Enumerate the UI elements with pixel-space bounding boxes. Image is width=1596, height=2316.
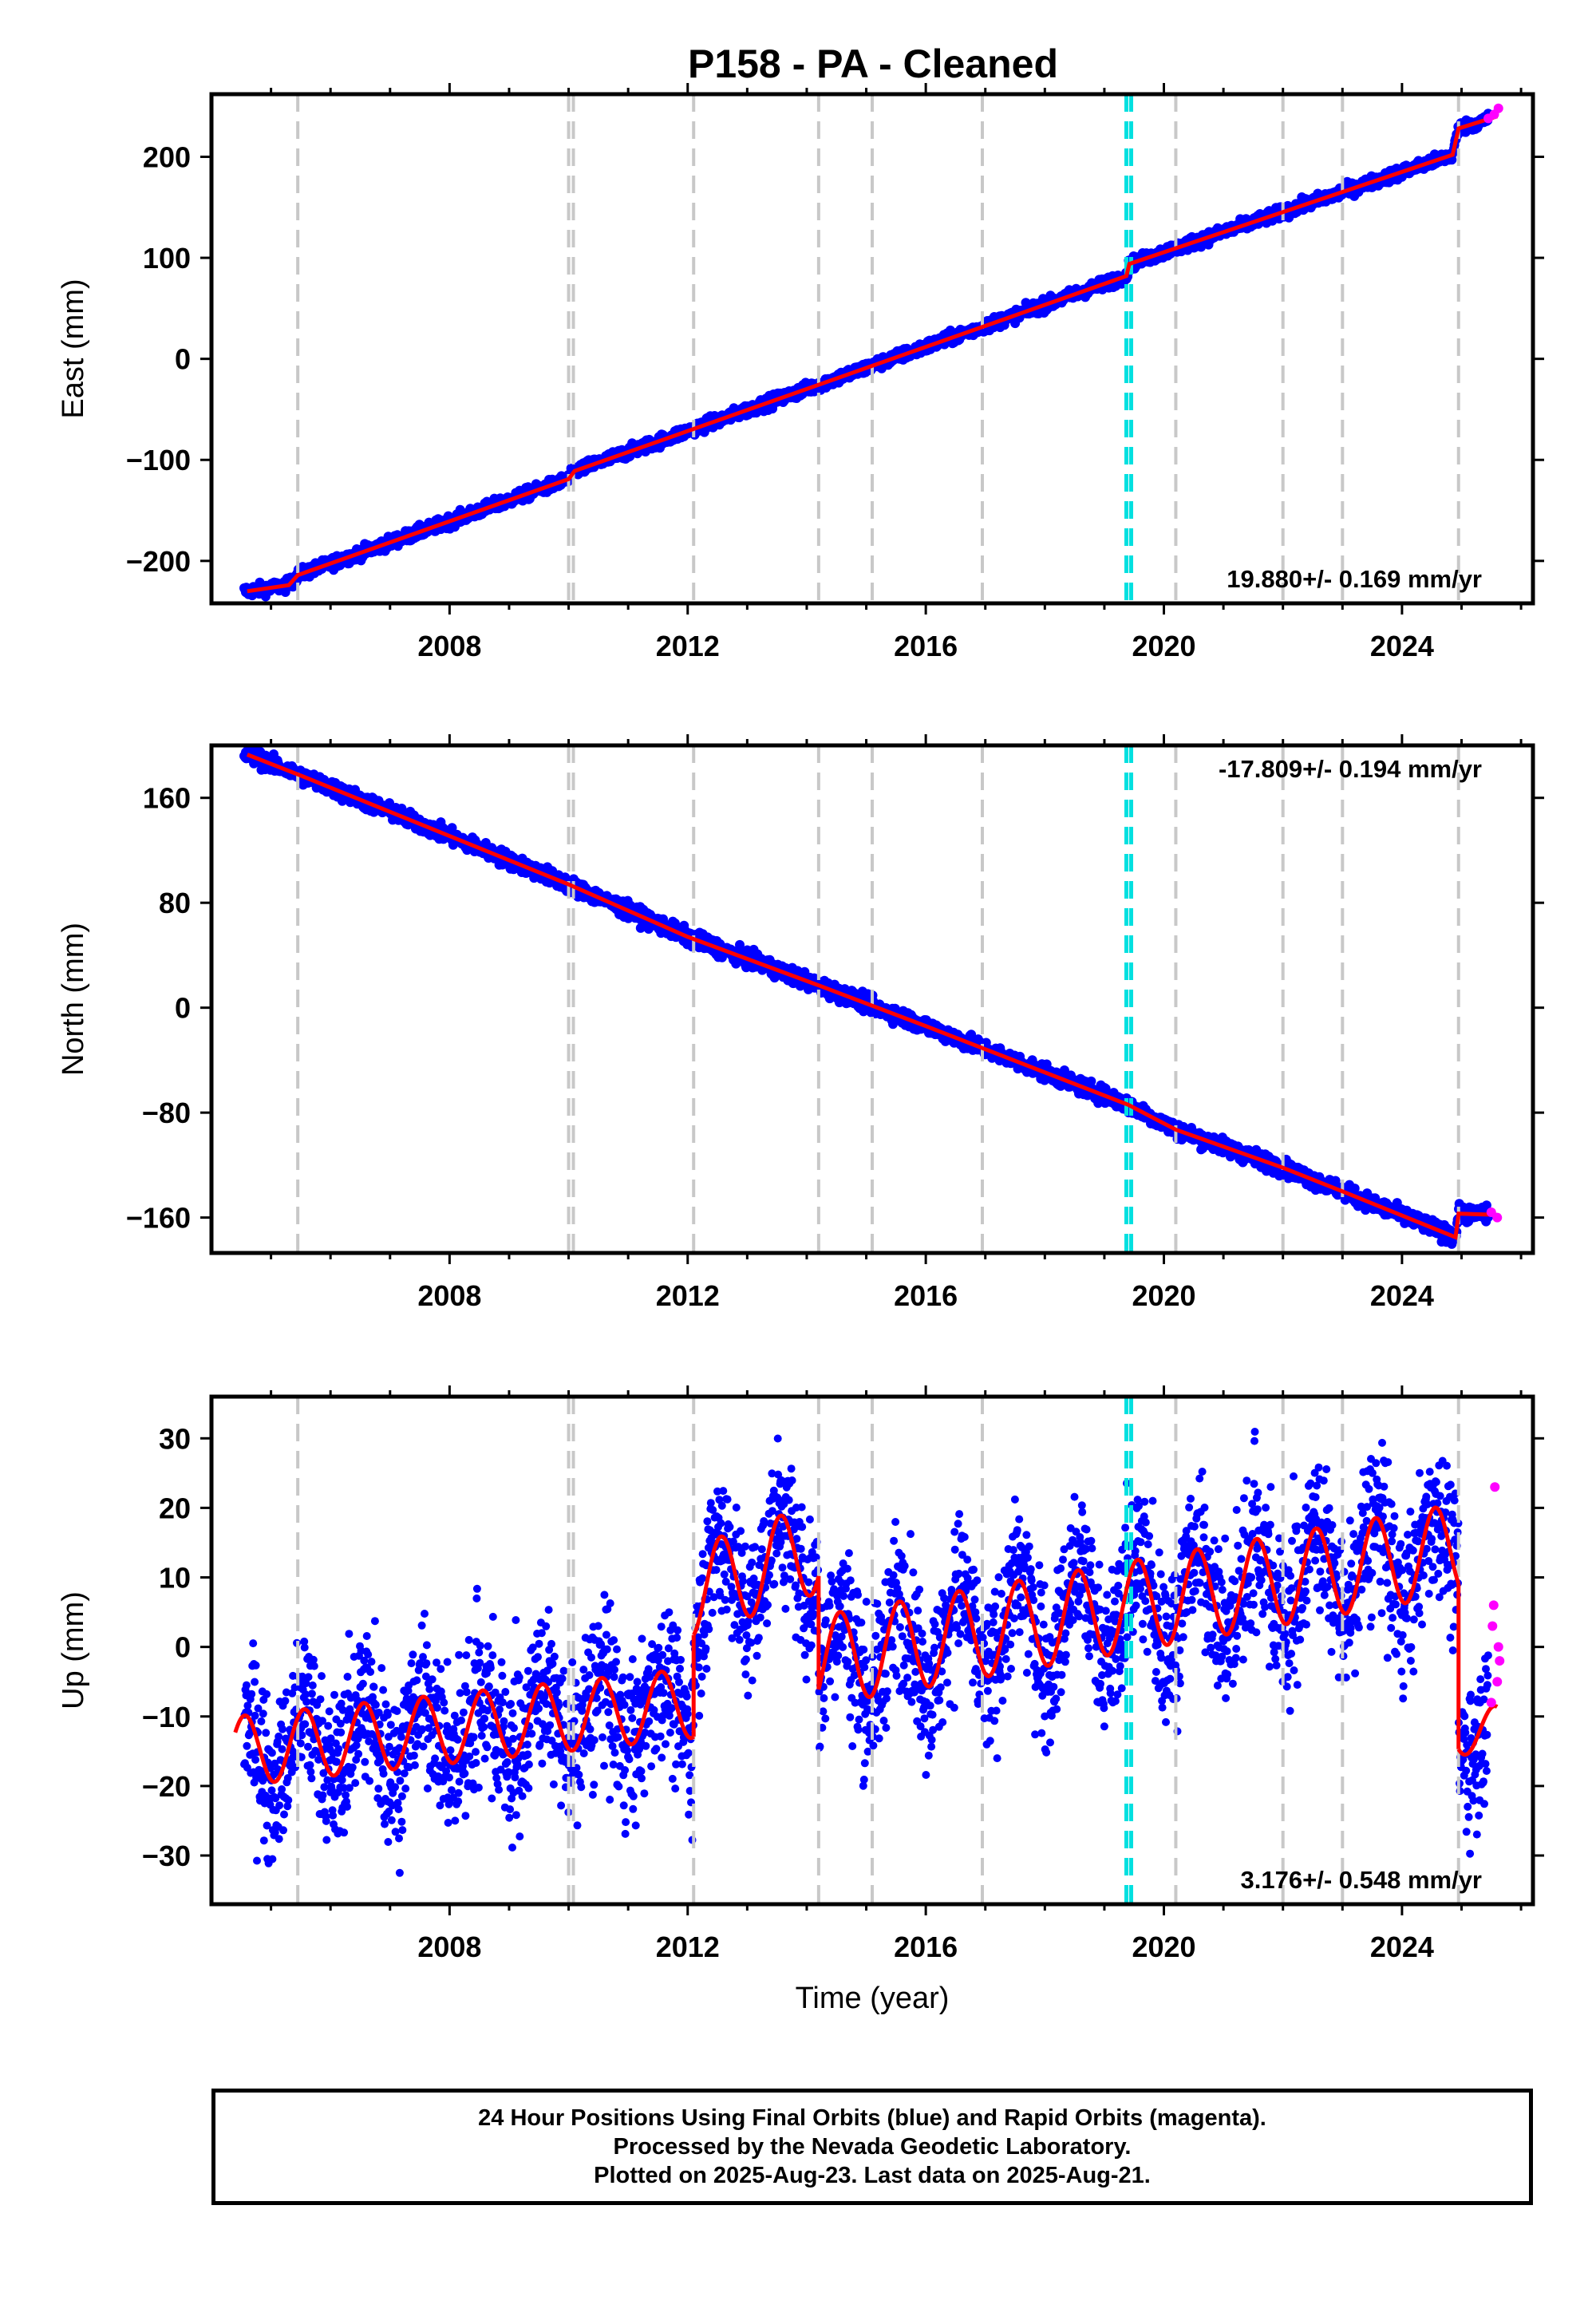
data-point xyxy=(275,1801,284,1810)
y-axis-label: North (mm) xyxy=(57,923,90,1076)
y-tick-label: −100 xyxy=(126,444,191,476)
data-point xyxy=(279,1725,286,1733)
data-point xyxy=(263,1690,271,1698)
x-tick-label: 2008 xyxy=(417,630,481,662)
data-point xyxy=(301,1720,310,1729)
data-point xyxy=(275,1835,283,1844)
final-orbit-points xyxy=(239,745,1493,1249)
y-tick-label: 200 xyxy=(143,140,191,173)
velocity-label: 19.880+/- 0.169 mm/yr xyxy=(1227,565,1482,593)
data-point xyxy=(283,1802,292,1811)
data-point xyxy=(263,1821,271,1830)
data-point xyxy=(281,1697,290,1705)
data-point xyxy=(283,1774,292,1782)
data-point xyxy=(242,1681,251,1690)
data-point xyxy=(267,1749,276,1757)
data-point xyxy=(254,1704,263,1713)
data-point xyxy=(304,1742,312,1751)
x-tick-label: 2016 xyxy=(894,1279,958,1312)
data-point xyxy=(300,1643,309,1652)
data-point xyxy=(251,1756,260,1764)
x-tick-label: 2012 xyxy=(656,630,720,662)
data-point xyxy=(1330,1176,1341,1186)
final-orbit-points xyxy=(240,1428,1492,1877)
data-point xyxy=(296,1739,305,1748)
data-point xyxy=(262,1729,271,1737)
plot-area xyxy=(233,1397,1505,1904)
data-point xyxy=(268,1855,277,1863)
rapid-point xyxy=(1493,103,1503,113)
plot-area xyxy=(239,745,1503,1253)
x-tick-label: 2008 xyxy=(417,1279,481,1312)
data-point xyxy=(245,1729,254,1737)
data-point xyxy=(251,1661,260,1670)
y-tick-label: 100 xyxy=(143,242,191,275)
data-point xyxy=(243,1741,251,1750)
data-point xyxy=(243,1701,252,1710)
data-point xyxy=(304,1673,313,1682)
x-tick-label: 2024 xyxy=(1370,630,1434,662)
data-point xyxy=(251,1711,259,1720)
data-point xyxy=(284,1796,293,1804)
data-point xyxy=(275,1732,283,1741)
data-point xyxy=(302,1697,311,1706)
x-tick-label: 2012 xyxy=(656,1279,720,1312)
panel-frame xyxy=(209,92,1535,606)
y-tick-label: −160 xyxy=(126,1202,191,1235)
data-point xyxy=(1349,1184,1360,1194)
rapid-orbit-points xyxy=(1486,1207,1503,1223)
y-tick-label: 160 xyxy=(143,782,191,815)
data-point xyxy=(247,1690,256,1698)
model-curve xyxy=(246,753,1498,1240)
data-point xyxy=(249,1639,258,1648)
figure-title: P158 - PA - Cleaned xyxy=(688,41,1058,86)
y-tick-label: 0 xyxy=(175,992,191,1025)
model-curve xyxy=(247,114,1498,594)
data-point xyxy=(735,939,745,950)
data-point xyxy=(267,1786,276,1795)
data-point xyxy=(280,1810,288,1819)
data-point xyxy=(278,1745,286,1753)
panel-frame xyxy=(209,743,1535,1255)
y-tick-label: −80 xyxy=(142,1097,191,1129)
y-tick-label: 80 xyxy=(159,887,191,919)
plot-area xyxy=(239,94,1503,603)
x-tick-label: 2024 xyxy=(1370,1279,1434,1312)
panel-north: 2008 2012 2016 2020 2024 −160 −80 0 80 160 North (… xyxy=(57,734,1544,1312)
velocity-label: -17.809+/- 0.194 mm/yr xyxy=(1219,755,1482,783)
data-point xyxy=(257,1767,266,1776)
data-point xyxy=(259,1709,267,1718)
rapid-point xyxy=(1492,1212,1503,1223)
data-point xyxy=(251,1678,259,1686)
y-axis-label: East (mm) xyxy=(57,279,90,418)
data-point xyxy=(297,1753,306,1761)
panel-east: 2008 2012 2016 2020 2024 −200 −100 0 100 200 East … xyxy=(57,83,1544,662)
data-point xyxy=(259,1836,268,1845)
data-point xyxy=(300,1637,309,1646)
data-point xyxy=(279,1826,287,1835)
y-tick-label: −200 xyxy=(126,545,191,578)
data-point xyxy=(298,1731,306,1740)
rapid-orbit-points xyxy=(1483,103,1503,124)
data-point xyxy=(269,1770,278,1779)
y-tick-label: 0 xyxy=(175,343,191,376)
data-point xyxy=(257,1717,266,1725)
data-point xyxy=(253,1856,261,1865)
x-tick-label: 2016 xyxy=(894,630,958,662)
x-tick-label: 2020 xyxy=(1132,630,1195,662)
data-point xyxy=(302,1679,310,1688)
data-point xyxy=(302,1690,310,1699)
x-tick-label: 2020 xyxy=(1132,1279,1195,1312)
data-point xyxy=(1086,1076,1096,1086)
data-point xyxy=(447,823,457,833)
data-point xyxy=(271,1794,280,1803)
data-point xyxy=(278,1785,286,1793)
